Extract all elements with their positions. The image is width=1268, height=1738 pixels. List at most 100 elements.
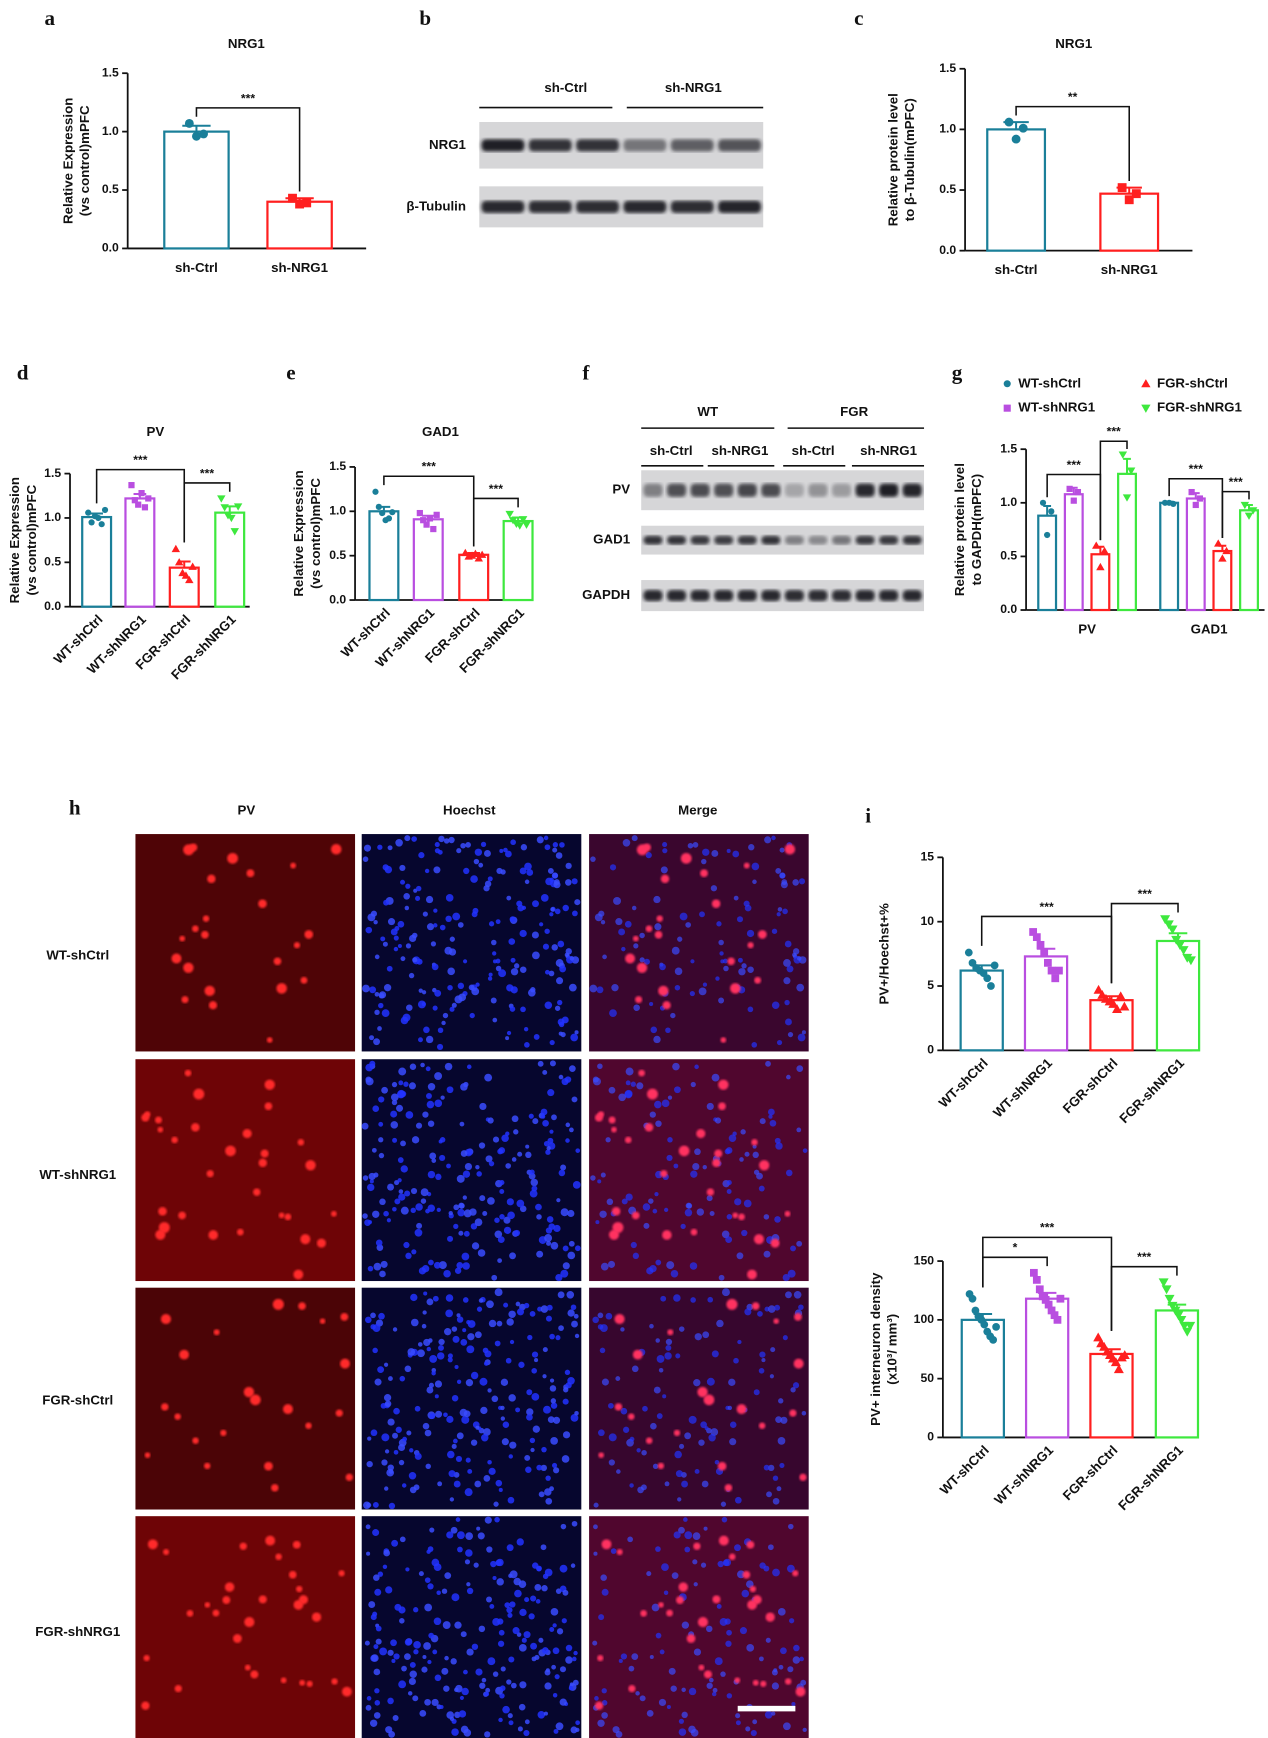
nucleus xyxy=(775,868,782,874)
nucleus xyxy=(447,967,455,976)
bar xyxy=(1063,493,1084,612)
nucleus xyxy=(485,1687,491,1693)
nucleus xyxy=(502,1421,510,1429)
pv-cell xyxy=(632,935,639,942)
pv-cell xyxy=(264,1461,273,1471)
nucleus xyxy=(363,844,372,852)
nucleus xyxy=(747,1006,754,1013)
nucleus xyxy=(693,1582,698,1587)
nucleus xyxy=(487,1388,492,1393)
nucleus xyxy=(692,1559,698,1565)
data-point xyxy=(1248,507,1258,515)
data-point xyxy=(1182,1327,1193,1337)
nucleus xyxy=(551,1462,558,1468)
nucleus xyxy=(553,1467,560,1474)
nucleus xyxy=(551,1114,557,1121)
nucleus xyxy=(484,1516,492,1524)
nucleus xyxy=(600,1262,609,1271)
nucleus xyxy=(491,1395,499,1403)
data-point xyxy=(1056,1294,1065,1303)
pv-cell xyxy=(711,899,721,908)
pv-cell xyxy=(712,1158,721,1168)
nucleus xyxy=(365,1316,372,1324)
pv-cell xyxy=(304,930,314,939)
nucleus xyxy=(379,1198,386,1206)
blot-background xyxy=(479,186,764,228)
nucleus xyxy=(572,1679,579,1686)
pv-cell xyxy=(718,1079,729,1090)
nucleus xyxy=(373,1644,379,1650)
pv-cell xyxy=(207,874,216,884)
panel-label: i xyxy=(865,803,871,827)
data-point xyxy=(1170,1306,1181,1316)
nucleus xyxy=(769,1374,774,1379)
nucleus xyxy=(521,1637,527,1643)
data-point xyxy=(1051,974,1060,983)
nucleus xyxy=(550,1437,558,1445)
nucleus xyxy=(367,1265,374,1272)
pv-cell xyxy=(726,1298,738,1310)
nucleus xyxy=(531,1656,537,1662)
nucleus xyxy=(392,1715,399,1722)
pv-cell xyxy=(293,1599,304,1610)
bar xyxy=(960,1318,1006,1439)
nucleus xyxy=(574,1245,581,1252)
nucleus xyxy=(455,1455,463,1462)
blot-band xyxy=(855,535,875,545)
pv-cell xyxy=(340,1358,350,1369)
panel-label: e xyxy=(286,361,295,385)
micrograph-hoechst xyxy=(361,834,582,1052)
data-point xyxy=(389,509,396,516)
pv-cell xyxy=(266,1037,273,1043)
nucleus xyxy=(368,1172,376,1180)
nucleus xyxy=(802,1727,807,1733)
nucleus xyxy=(364,1219,371,1226)
nucleus xyxy=(460,1150,468,1157)
nucleus xyxy=(426,923,435,931)
y-axis-label: (x10³/ mm³) xyxy=(884,1314,899,1385)
nucleus xyxy=(553,1728,559,1734)
nucleus xyxy=(365,1524,371,1530)
bar xyxy=(959,969,1004,1052)
nucleus xyxy=(486,1596,493,1603)
pv-cell xyxy=(204,985,215,997)
pv-cell xyxy=(738,1213,745,1221)
pv-cell xyxy=(706,1188,715,1196)
significance-label: * xyxy=(1013,1241,1018,1255)
nucleus xyxy=(374,1378,382,1386)
data-point xyxy=(505,510,514,519)
pv-cell xyxy=(258,1595,267,1604)
nucleus xyxy=(521,905,527,910)
nucleus xyxy=(752,1719,758,1725)
nucleus xyxy=(441,1020,446,1026)
bar xyxy=(1239,509,1259,612)
nucleus xyxy=(763,1250,771,1258)
nucleus xyxy=(552,842,559,848)
nucleus xyxy=(717,1560,724,1568)
bar xyxy=(1154,1309,1200,1439)
pv-cell xyxy=(662,1230,672,1240)
data-point xyxy=(1131,189,1141,199)
nucleus xyxy=(658,1698,667,1707)
nucleus xyxy=(605,1137,611,1143)
nucleus xyxy=(366,1460,373,1468)
nucleus xyxy=(426,1386,434,1394)
nucleus xyxy=(467,1468,473,1474)
nucleus xyxy=(429,1152,437,1160)
nucleus xyxy=(464,1162,473,1171)
nucleus xyxy=(438,1344,444,1351)
nucleus xyxy=(431,1558,440,1567)
nucleus xyxy=(549,912,554,917)
blot-row-label: GAPDH xyxy=(582,587,630,602)
nucleus xyxy=(401,1665,407,1672)
nucleus xyxy=(590,1175,596,1181)
legend-label: FGR-shNRG1 xyxy=(1157,400,1243,415)
pv-cell xyxy=(645,925,653,933)
nucleus xyxy=(520,844,528,851)
nucleus xyxy=(793,1290,802,1299)
nucleus xyxy=(554,1674,560,1680)
nucleus xyxy=(519,1608,527,1617)
nucleus xyxy=(422,1111,429,1118)
pv-cell xyxy=(758,1422,766,1430)
nucleus xyxy=(664,1481,670,1487)
